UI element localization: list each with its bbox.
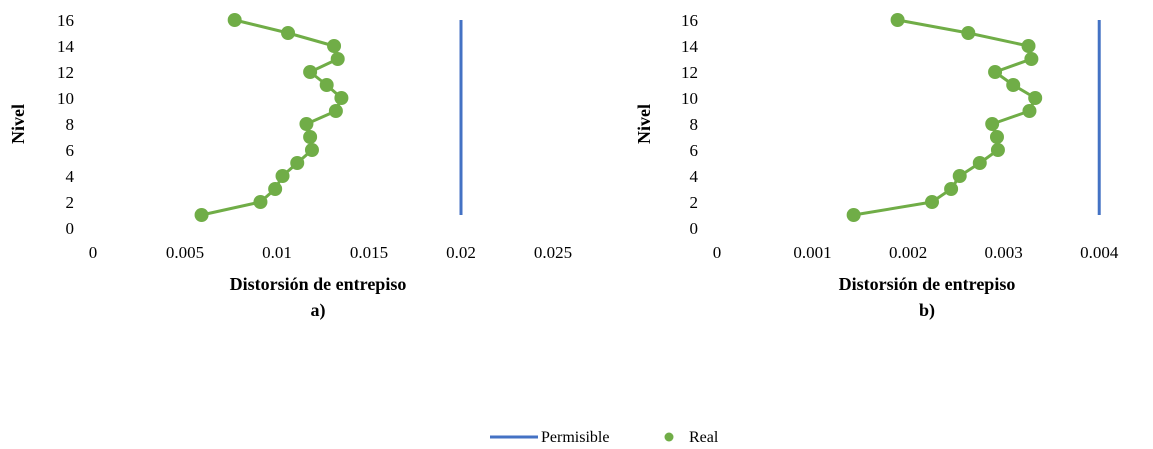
data-point-real [1021,39,1036,53]
panel-label: a) [311,300,326,321]
data-point-real [334,91,349,105]
legend-swatch-real [664,432,674,442]
data-point-real [281,26,296,40]
series-line-real [853,18,1037,217]
x-tick-label: 0.005 [166,243,204,262]
x-tick-label: 0.02 [446,243,476,262]
data-point-real [925,195,939,209]
data-point-real [990,143,1005,157]
data-point-real [194,208,209,222]
data-point-real [268,182,283,196]
data-point-real [290,156,305,170]
y-axis-title: Nivel [634,104,654,144]
x-tick-label: 0.001 [793,243,831,262]
data-point-real [1028,91,1043,105]
y-tick-label: 2 [690,193,699,212]
chart-panel-b: 0 2 4 6 8 10 12 14 16 0 0.001 0.002 0.003 0.004 Nivel D… [634,11,1119,321]
y-tick-label: 4 [690,167,699,186]
data-point-real [227,13,242,27]
y-tick-label: 6 [66,141,75,160]
y-tick-label: 10 [681,89,698,108]
y-tick-label: 16 [681,11,698,30]
y-axis-title: Nivel [8,104,28,144]
x-tick-label: 0.004 [1080,243,1119,262]
data-point-real [961,26,976,40]
y-tick-label: 0 [66,219,75,238]
y-tick-label: 8 [690,115,699,134]
chart-panel-a: 0 2 4 6 8 10 12 14 16 0 0.005 0.01 0.015 0.02 0.025 Niv… [8,11,572,321]
x-tick-label: 0.025 [534,243,572,262]
data-point-real [275,169,290,183]
y-tick-label: 4 [66,167,75,186]
x-tick-label: 0.015 [350,243,388,262]
x-tick-label: 0 [89,243,98,262]
data-point-real [1022,104,1037,118]
data-point-real [972,156,987,170]
chart-panels: 0 2 4 6 8 10 12 14 16 0 0.005 0.01 0.015 0.02 0.025 Niv… [8,11,1119,321]
data-point-real [299,117,314,131]
data-point-real [985,117,1000,131]
data-point-real [944,182,959,196]
data-point-real [304,143,319,157]
y-tick-label: 12 [681,63,698,82]
legend-label-real: Real [689,429,719,446]
x-tick-label: 0.002 [889,243,927,262]
panel-label: b) [919,300,935,321]
y-tick-label: 8 [66,115,75,134]
x-tick-label: 0.01 [262,243,292,262]
data-point-real [327,39,342,53]
legend: Permisible Real [490,429,719,446]
legend-label-permisible: Permisible [541,429,609,446]
y-tick-label: 6 [690,141,699,160]
data-point-real [890,13,905,27]
data-point-real [952,169,967,183]
data-point-real [1006,78,1021,92]
data-point-real [1024,52,1039,66]
x-tick-label: 0.003 [985,243,1023,262]
data-point-real [253,195,268,209]
x-axis-title: Distorsión de entrepiso [230,274,407,294]
data-point-real [988,65,1003,79]
data-point-real [303,65,318,79]
y-tick-label: 2 [66,193,75,212]
y-tick-label: 0 [690,219,699,238]
data-point-real [846,208,861,222]
y-tick-label: 10 [57,89,74,108]
y-tick-label: 14 [681,37,699,56]
y-tick-label: 14 [57,37,75,56]
y-tick-label: 16 [57,11,74,30]
data-point-real [330,52,345,66]
data-point-real [989,130,1004,144]
x-tick-label: 0 [713,243,722,262]
data-point-real [328,104,343,118]
data-point-real [319,78,334,92]
y-tick-label: 12 [57,63,74,82]
data-point-real [303,130,318,144]
x-axis-title: Distorsión de entrepiso [839,274,1016,294]
